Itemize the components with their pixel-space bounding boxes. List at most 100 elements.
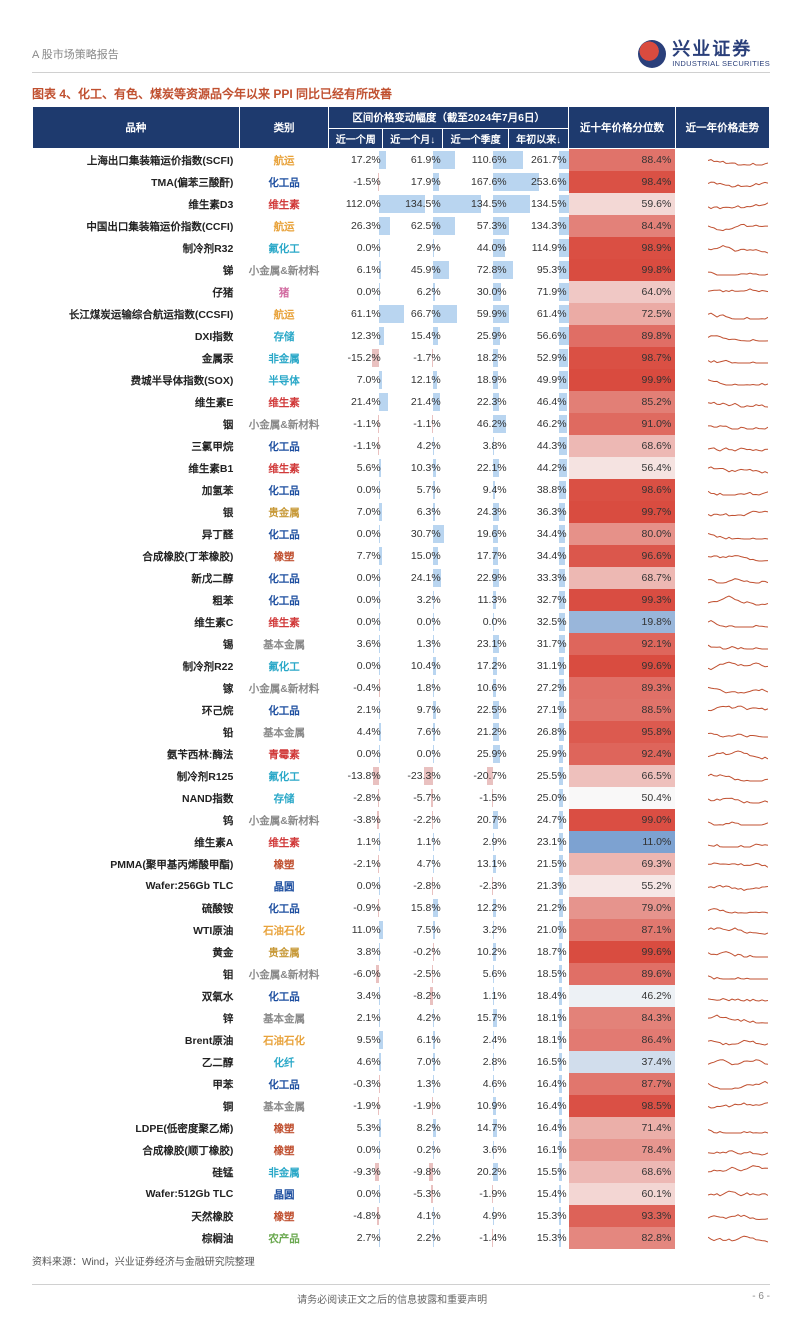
sparkline: [708, 635, 768, 651]
disclaimer: 请务必阅读正文之后的信息披露和重要声明: [297, 1291, 487, 1306]
bar-cell: 167.6%: [443, 171, 509, 193]
bar-cell: 0.0%: [383, 611, 443, 633]
bar-cell: 0.2%: [383, 1139, 443, 1161]
bar-cell: -2.2%: [383, 809, 443, 831]
cell-name: 硫酸铵: [33, 897, 240, 919]
bar-cell: 22.1%: [443, 457, 509, 479]
cell-name: 制冷剂R32: [33, 237, 240, 259]
bar-cell: 16.4%: [509, 1073, 569, 1095]
bar-cell: 6.2%: [383, 281, 443, 303]
cell-category: 基本金属: [239, 721, 328, 743]
cell-spark: [675, 919, 769, 941]
cell-name: 黄金: [33, 941, 240, 963]
table-row: 钨小金属&新材料-3.8%-2.2%20.7%24.7%99.0%: [33, 809, 770, 831]
bar-cell: 4.7%: [383, 853, 443, 875]
bar-cell: 16.1%: [509, 1139, 569, 1161]
table-row: 双氧水化工品3.4%-8.2%1.1%18.4%46.2%: [33, 985, 770, 1007]
bar-cell: 3.4%: [329, 985, 383, 1007]
bar-cell: 1.1%: [443, 985, 509, 1007]
cell-category: 氟化工: [239, 237, 328, 259]
cell-name: 铜: [33, 1095, 240, 1117]
cell-category: 小金属&新材料: [239, 413, 328, 435]
cell-category: 贵金属: [239, 501, 328, 523]
cell-spark: [675, 1117, 769, 1139]
bar-cell: 21.0%: [509, 919, 569, 941]
cell-spark: [675, 1029, 769, 1051]
sparkline: [708, 1053, 768, 1069]
cell-name: LDPE(低密度聚乙烯): [33, 1117, 240, 1139]
table-row: 维生素C维生素0.0%0.0%0.0%32.5%19.8%: [33, 611, 770, 633]
page-header: A 股市场策略报告 兴业证券 INDUSTRIAL SECURITIES: [32, 40, 770, 73]
cell-name: 氨苄西林:酶法: [33, 743, 240, 765]
cell-name: 三氯甲烷: [33, 435, 240, 457]
sparkline: [708, 217, 768, 233]
bar-cell: 31.7%: [509, 633, 569, 655]
bar-cell: 12.1%: [383, 369, 443, 391]
bar-cell: 6.1%: [329, 259, 383, 281]
cell-name: 锑: [33, 259, 240, 281]
bar-cell: -2.5%: [383, 963, 443, 985]
bar-cell: 71.9%: [509, 281, 569, 303]
bar-cell: -9.3%: [329, 1161, 383, 1183]
cell-category: 化工品: [239, 523, 328, 545]
bar-cell: 9.5%: [329, 1029, 383, 1051]
cell-spark: [675, 413, 769, 435]
bar-cell: 22.5%: [443, 699, 509, 721]
cell-category: 基本金属: [239, 1007, 328, 1029]
bar-cell: 2.1%: [329, 1007, 383, 1029]
sparkline: [708, 657, 768, 673]
cell-spark: [675, 1051, 769, 1073]
cell-category: 维生素: [239, 611, 328, 633]
cell-name: 制冷剂R125: [33, 765, 240, 787]
sparkline: [708, 877, 768, 893]
sparkline: [708, 1163, 768, 1179]
cell-percentile: 46.2%: [569, 985, 676, 1007]
bar-cell: 8.2%: [383, 1117, 443, 1139]
bar-cell: 2.9%: [383, 237, 443, 259]
bar-cell: 25.9%: [443, 325, 509, 347]
cell-percentile: 92.1%: [569, 633, 676, 655]
bar-cell: 38.8%: [509, 479, 569, 501]
bar-cell: 33.3%: [509, 567, 569, 589]
cell-spark: [675, 699, 769, 721]
bar-cell: 1.8%: [383, 677, 443, 699]
table-row: 制冷剂R125氟化工-13.8%-23.3%-20.7%25.5%66.5%: [33, 765, 770, 787]
sparkline: [708, 415, 768, 431]
th-percentile: 近十年价格分位数: [569, 107, 676, 149]
bar-cell: 0.0%: [329, 875, 383, 897]
sparkline: [708, 1075, 768, 1091]
bar-cell: 17.2%: [329, 149, 383, 172]
table-row: 锡基本金属3.6%1.3%23.1%31.7%92.1%: [33, 633, 770, 655]
bar-cell: 21.4%: [383, 391, 443, 413]
bar-cell: 59.9%: [443, 303, 509, 325]
cell-percentile: 99.6%: [569, 941, 676, 963]
cell-category: 橡塑: [239, 545, 328, 567]
bar-cell: 3.6%: [443, 1139, 509, 1161]
table-row: 铜基本金属-1.9%-1.9%10.9%16.4%98.5%: [33, 1095, 770, 1117]
cell-spark: [675, 633, 769, 655]
cell-category: 存储: [239, 325, 328, 347]
bar-cell: 10.6%: [443, 677, 509, 699]
cell-category: 小金属&新材料: [239, 809, 328, 831]
cell-spark: [675, 963, 769, 985]
sparkline: [708, 789, 768, 805]
sparkline: [708, 1009, 768, 1025]
cell-percentile: 98.6%: [569, 479, 676, 501]
cell-spark: [675, 567, 769, 589]
table-row: 天然橡胶橡塑-4.8%4.1%4.9%15.3%93.3%: [33, 1205, 770, 1227]
bar-cell: 3.2%: [443, 919, 509, 941]
table-row: Brent原油石油石化9.5%6.1%2.4%18.1%86.4%: [33, 1029, 770, 1051]
sparkline: [708, 173, 768, 189]
page-number: - 6 -: [752, 1291, 770, 1306]
sparkline: [708, 239, 768, 255]
bar-cell: 134.5%: [383, 193, 443, 215]
sparkline: [708, 393, 768, 409]
table-row: 合成橡胶(顺丁橡胶)橡塑0.0%0.2%3.6%16.1%78.4%: [33, 1139, 770, 1161]
table-row: LDPE(低密度聚乙烯)橡塑5.3%8.2%14.7%16.4%71.4%: [33, 1117, 770, 1139]
cell-name: NAND指数: [33, 787, 240, 809]
cell-percentile: 55.2%: [569, 875, 676, 897]
bar-cell: -1.1%: [329, 413, 383, 435]
bar-cell: 15.4%: [383, 325, 443, 347]
cell-category: 化工品: [239, 897, 328, 919]
cell-name: 合成橡胶(顺丁橡胶): [33, 1139, 240, 1161]
